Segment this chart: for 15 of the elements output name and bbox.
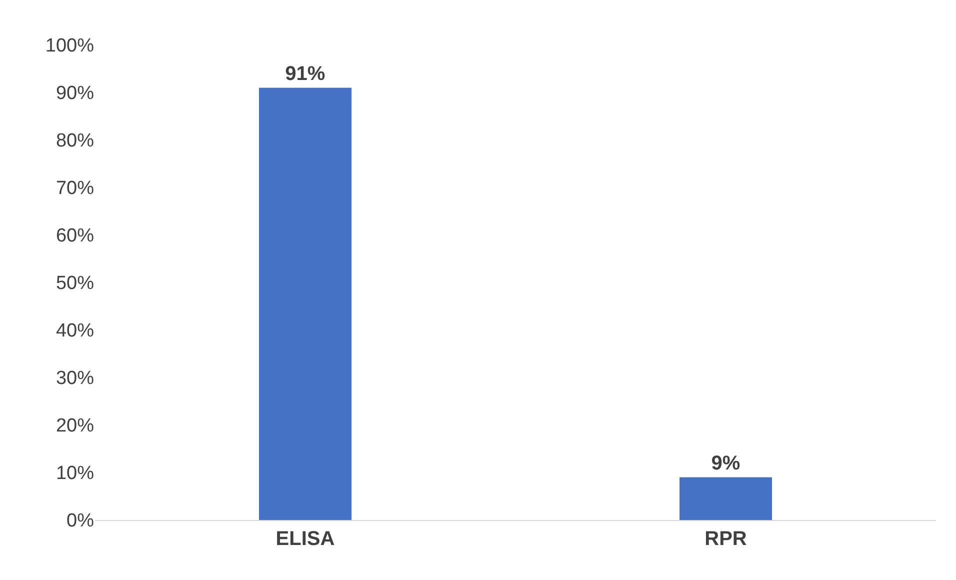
y-tick-label: 20% bbox=[56, 416, 94, 437]
y-tick-label: 70% bbox=[56, 178, 94, 200]
y-tick-label: 10% bbox=[56, 463, 94, 484]
y-tick-label: 60% bbox=[56, 226, 94, 247]
x-tick-label: ELISA bbox=[276, 528, 335, 550]
x-tick-label: RPR bbox=[704, 528, 748, 550]
y-tick-label: 0% bbox=[66, 510, 94, 532]
data-label: 91% bbox=[285, 62, 326, 85]
y-tick-label: 50% bbox=[56, 273, 94, 294]
y-tick-label: 100% bbox=[45, 36, 94, 57]
data-label: 9% bbox=[711, 452, 740, 474]
y-tick-label: 30% bbox=[56, 368, 94, 390]
y-tick-label: 90% bbox=[56, 83, 94, 104]
y-tick-label: 40% bbox=[56, 320, 94, 342]
y-tick-label: 80% bbox=[56, 130, 94, 152]
